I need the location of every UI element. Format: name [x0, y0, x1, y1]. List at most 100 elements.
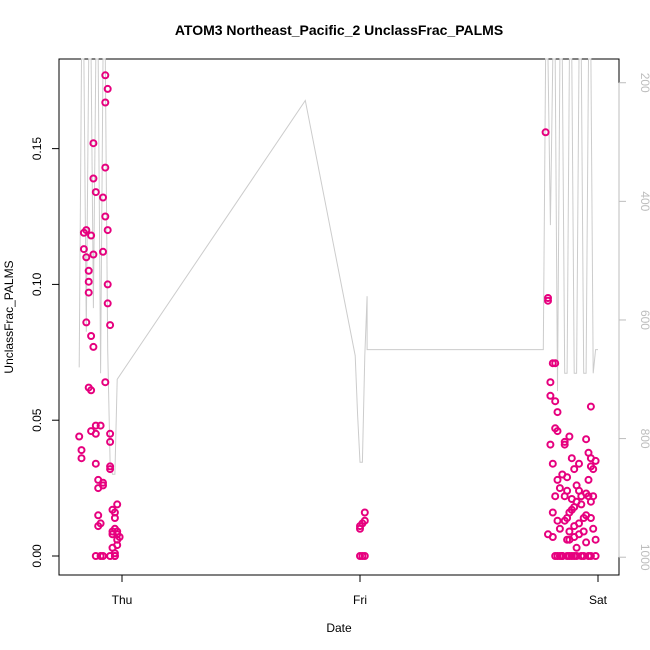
data-point — [553, 516, 562, 525]
data-point — [106, 321, 115, 330]
data-point — [79, 245, 88, 254]
data-point — [89, 139, 98, 148]
data-point — [99, 552, 107, 560]
data-point — [572, 552, 581, 560]
data-point — [77, 446, 86, 455]
data-point — [544, 296, 552, 305]
data-point — [103, 84, 112, 93]
data-point — [575, 519, 583, 528]
data-point — [551, 492, 560, 501]
data-point — [91, 552, 100, 560]
data-point — [103, 280, 112, 289]
data-point — [548, 508, 557, 517]
data-point — [89, 342, 98, 351]
data-point — [575, 459, 583, 468]
x-tick-label: Thu — [112, 593, 133, 607]
data-point — [91, 421, 100, 430]
data-point — [553, 408, 562, 417]
data-point — [94, 511, 103, 520]
right-tick-label: 800 — [638, 429, 650, 449]
data-point — [96, 421, 105, 430]
data-point — [106, 429, 115, 438]
data-point — [113, 541, 122, 550]
data-point — [565, 432, 574, 441]
data-point — [555, 524, 564, 533]
secondary-series-line — [78, 58, 598, 475]
data-point — [570, 465, 579, 474]
data-point — [544, 294, 552, 302]
data-point — [546, 391, 555, 400]
data-point — [101, 378, 110, 387]
data-point — [586, 552, 595, 560]
data-point — [586, 402, 595, 411]
data-point — [99, 481, 107, 490]
data-point — [99, 478, 107, 487]
data-point — [551, 359, 560, 368]
data-point — [591, 552, 600, 560]
data-point — [110, 552, 119, 560]
data-point — [110, 508, 119, 517]
data-point — [101, 71, 110, 80]
data-point — [360, 552, 369, 560]
data-point — [546, 440, 555, 449]
data-point — [589, 465, 598, 474]
data-point — [579, 527, 588, 536]
x-axis: Thu Fri Sat — [112, 575, 608, 607]
data-point — [589, 492, 598, 501]
data-point — [103, 226, 112, 235]
data-point — [113, 500, 122, 509]
data-point — [110, 549, 119, 558]
data-point — [91, 188, 100, 197]
data-point — [91, 429, 100, 438]
data-points-layer — [75, 71, 600, 560]
data-point — [565, 527, 574, 536]
right-tick-label: 1000 — [638, 544, 650, 571]
right-tick-label: 600 — [638, 310, 650, 330]
y-tick-label: 0.15 — [30, 137, 44, 161]
data-point — [558, 552, 567, 560]
data-point — [589, 524, 598, 533]
data-point — [548, 533, 557, 541]
data-point — [360, 516, 369, 525]
data-point — [84, 288, 93, 297]
data-point — [563, 473, 572, 482]
plot-frame — [58, 58, 620, 576]
data-point — [75, 432, 84, 441]
data-point — [555, 484, 564, 493]
data-point — [101, 98, 110, 107]
data-point — [106, 462, 115, 471]
data-point — [548, 459, 557, 468]
y-tick-label: 0.00 — [30, 544, 44, 568]
chart-title: ATOM3 Northeast_Pacific_2 UnclassFrac_PA… — [175, 22, 503, 38]
data-point — [577, 500, 586, 509]
x-tick-label: Fri — [353, 593, 367, 607]
data-point — [106, 465, 115, 474]
data-point — [77, 454, 86, 463]
data-point — [560, 437, 569, 446]
data-point — [591, 456, 600, 465]
data-point — [546, 378, 555, 387]
data-point — [582, 538, 591, 547]
data-point — [572, 543, 581, 552]
data-point — [87, 231, 96, 240]
data-point — [82, 318, 91, 327]
data-point — [87, 332, 96, 340]
right-tick-label: 400 — [638, 191, 650, 211]
x-tick-label: Sat — [589, 593, 608, 607]
data-point — [103, 299, 112, 308]
x-axis-label: Date — [326, 621, 352, 635]
y-axis: 0.00 0.05 0.10 0.15 — [30, 137, 60, 568]
y-tick-label: 0.10 — [30, 272, 44, 296]
data-point — [551, 397, 560, 406]
y-tick-label: 0.05 — [30, 408, 44, 432]
data-point — [106, 437, 115, 446]
data-point — [101, 163, 110, 172]
data-point — [99, 193, 107, 202]
data-point — [82, 253, 91, 262]
data-point — [591, 535, 600, 544]
data-point — [553, 475, 562, 484]
secondary-series-layer — [78, 58, 598, 475]
data-point — [82, 226, 91, 235]
data-point — [579, 552, 588, 560]
